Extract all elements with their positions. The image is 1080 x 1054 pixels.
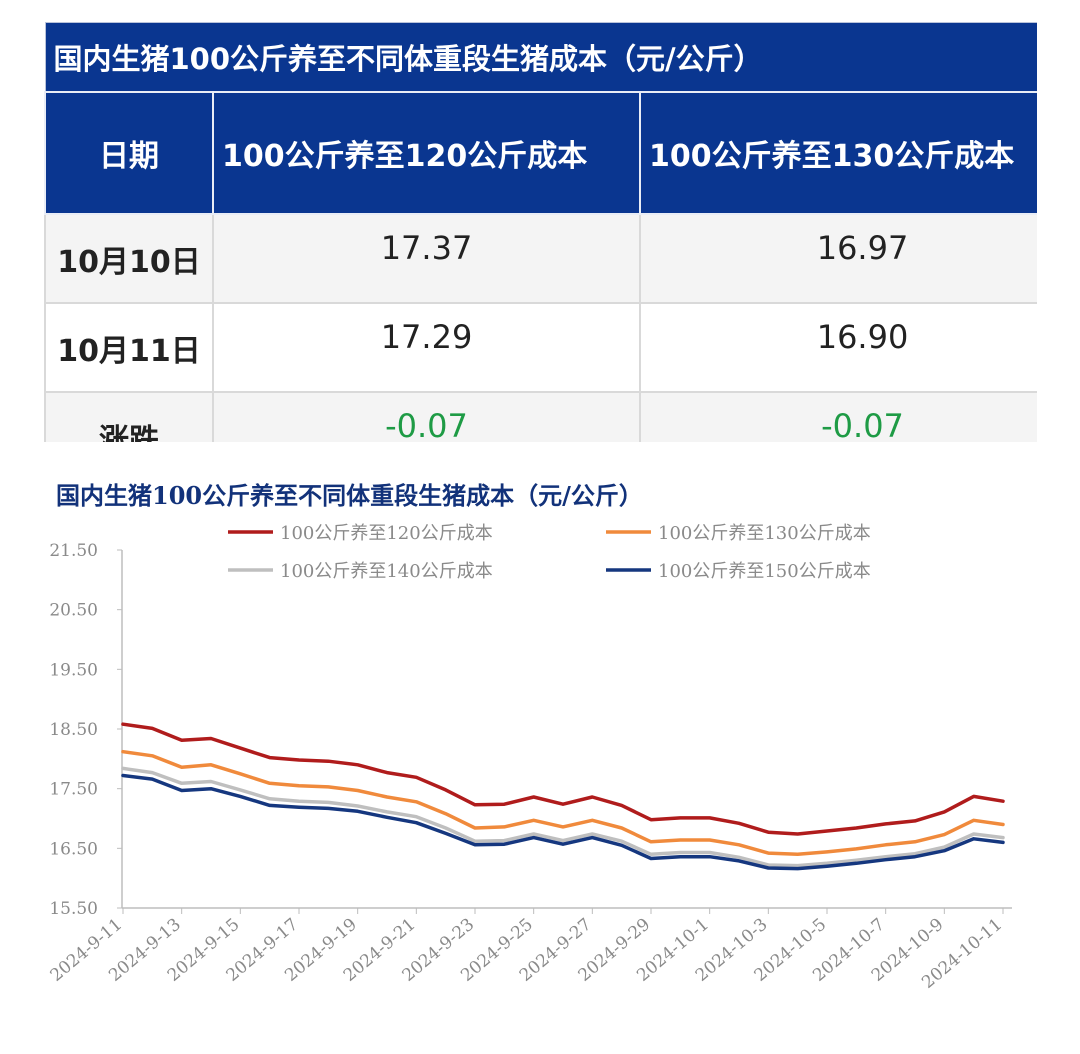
table-row: 涨跌 -0.07 -0.07 (44, 391, 1037, 442)
legend-label: 100公斤养至130公斤成本 (658, 523, 871, 544)
row-label: 10月10日 (44, 213, 214, 304)
table-row: 10月11日 17.29 16.90 (44, 302, 1037, 393)
cell-cost-130: 16.97 (638, 213, 1037, 304)
chart-area: 国内生猪100公斤养至不同体重段生猪成本（元/公斤） 100公斤养至120公斤成… (0, 460, 1080, 1050)
cell-cost-120: 17.29 (212, 302, 641, 393)
row-label: 涨跌 (44, 391, 214, 442)
legend-label: 100公斤养至150公斤成本 (658, 561, 871, 582)
chart-title: 国内生猪100公斤养至不同体重段生猪成本（元/公斤） (56, 481, 643, 510)
y-tick-label: 18.50 (49, 720, 98, 740)
header-cost-130: 100公斤养至130公斤成本 (638, 91, 1037, 215)
table-title: 国内生猪100公斤养至不同体重段生猪成本（元/公斤） (44, 22, 1037, 93)
cell-change-130: -0.07 (638, 391, 1037, 442)
header-date: 日期 (44, 91, 214, 215)
y-tick-label: 17.50 (49, 780, 98, 800)
header-cost-120: 100公斤养至120公斤成本 (212, 91, 641, 215)
y-tick-label: 19.50 (49, 660, 98, 680)
cell-cost-120: 17.37 (212, 213, 641, 304)
series-line-3 (121, 766, 1005, 868)
cell-change-120: -0.07 (212, 391, 641, 442)
y-tick-label: 16.50 (49, 839, 98, 859)
y-tick-label: 21.50 (49, 541, 98, 561)
series-line-2 (121, 749, 1005, 857)
y-tick-label: 15.50 (49, 899, 98, 919)
series-line-4 (121, 773, 1005, 871)
cost-table: 国内生猪100公斤养至不同体重段生猪成本（元/公斤） 日期 100公斤养至120… (44, 22, 1037, 442)
y-tick-label: 20.50 (49, 601, 98, 621)
chart-lines (121, 722, 1005, 871)
legend-label: 100公斤养至140公斤成本 (280, 561, 493, 582)
chart-legend: 100公斤养至120公斤成本 100公斤养至130公斤成本 100公斤养至140公斤… (228, 523, 871, 582)
series-line-1 (121, 722, 1005, 836)
legend-label: 100公斤养至120公斤成本 (280, 523, 493, 544)
row-label: 10月11日 (44, 302, 214, 393)
cell-cost-130: 16.90 (638, 302, 1037, 393)
line-chart: 国内生猪100公斤养至不同体重段生猪成本（元/公斤） 100公斤养至120公斤成… (47, 481, 1012, 993)
table-row: 10月10日 17.37 16.97 (44, 213, 1037, 304)
